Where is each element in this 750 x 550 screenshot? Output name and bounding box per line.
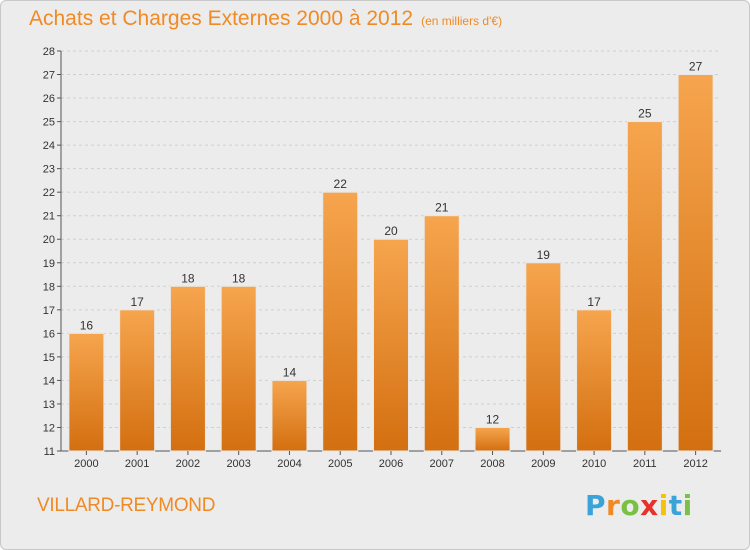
x-tick-label: 2001 xyxy=(125,458,149,470)
bar xyxy=(220,285,257,452)
commune-name: VILLARD-REYMOND xyxy=(37,495,216,516)
x-tick-label: 2010 xyxy=(582,458,606,470)
bar xyxy=(626,121,663,452)
y-tick-label: 24 xyxy=(43,140,55,152)
y-tick-label: 26 xyxy=(43,93,55,105)
bar-value-label: 20 xyxy=(384,224,398,238)
bar-value-label: 19 xyxy=(537,248,551,262)
y-tick-label: 22 xyxy=(43,187,55,199)
x-tick-label: 2006 xyxy=(379,458,403,470)
y-tick-label: 23 xyxy=(43,164,55,176)
logo-letter: i xyxy=(682,489,693,522)
y-tick-label: 17 xyxy=(43,305,55,317)
y-tick-label: 21 xyxy=(43,211,55,223)
x-tick-label: 2004 xyxy=(277,458,301,470)
bar xyxy=(322,191,359,452)
x-tick-label: 2008 xyxy=(480,458,504,470)
bar xyxy=(423,215,460,452)
bar-value-label: 18 xyxy=(181,271,195,285)
y-tick-label: 28 xyxy=(43,46,55,58)
bar xyxy=(68,332,105,452)
chart-subtitle: (en milliers d'€) xyxy=(421,14,503,28)
logo-letter: t xyxy=(668,489,683,522)
bar xyxy=(474,426,511,452)
bar-value-label: 22 xyxy=(334,177,348,191)
bar-value-label: 25 xyxy=(638,107,652,121)
logo-letter: x xyxy=(640,489,659,522)
x-tick-label: 2002 xyxy=(176,458,200,470)
y-tick-label: 16 xyxy=(43,328,55,340)
bar-value-label: 27 xyxy=(689,60,703,74)
bar-value-label: 17 xyxy=(587,295,601,309)
logo-letter: o xyxy=(620,489,641,522)
chart-title: Achats et Charges Externes 2000 à 2012 (e… xyxy=(29,7,502,31)
bar xyxy=(119,309,156,452)
bar xyxy=(271,379,308,452)
bar xyxy=(169,285,206,452)
chart-title-text: Achats et Charges Externes 2000 à 2012 xyxy=(29,7,414,30)
bar-value-label: 21 xyxy=(435,201,449,215)
y-tick-label: 18 xyxy=(43,281,55,293)
x-tick-label: 2011 xyxy=(633,458,657,470)
x-tick-label: 2007 xyxy=(430,458,454,470)
bar xyxy=(525,262,562,452)
bar-value-label: 12 xyxy=(486,412,500,426)
bar-value-label: 18 xyxy=(232,271,246,285)
y-tick-label: 20 xyxy=(43,234,55,246)
y-tick-label: 15 xyxy=(43,352,55,364)
logo-letter: r xyxy=(606,489,621,522)
y-tick-label: 19 xyxy=(43,258,55,270)
bar-value-label: 17 xyxy=(130,295,144,309)
x-tick-label: 2000 xyxy=(74,458,98,470)
proxiti-logo: Proxiti xyxy=(585,489,693,522)
x-tick-label: 2005 xyxy=(328,458,352,470)
bar-value-label: 14 xyxy=(283,365,297,379)
bar xyxy=(576,309,613,452)
y-tick-label: 14 xyxy=(43,375,55,387)
y-tick-label: 11 xyxy=(44,446,55,458)
y-tick-label: 13 xyxy=(43,399,55,411)
bar xyxy=(677,74,714,452)
x-tick-label: 2012 xyxy=(683,458,707,470)
logo-letter: i xyxy=(658,489,669,522)
y-tick-label: 25 xyxy=(43,117,55,129)
bar-value-label: 16 xyxy=(80,318,94,332)
y-tick-label: 27 xyxy=(43,70,55,82)
y-tick-label: 12 xyxy=(43,422,55,434)
bar xyxy=(373,238,409,452)
x-tick-label: 2009 xyxy=(531,458,555,470)
logo-letter: P xyxy=(585,489,607,522)
x-tick-label: 2003 xyxy=(226,458,250,470)
